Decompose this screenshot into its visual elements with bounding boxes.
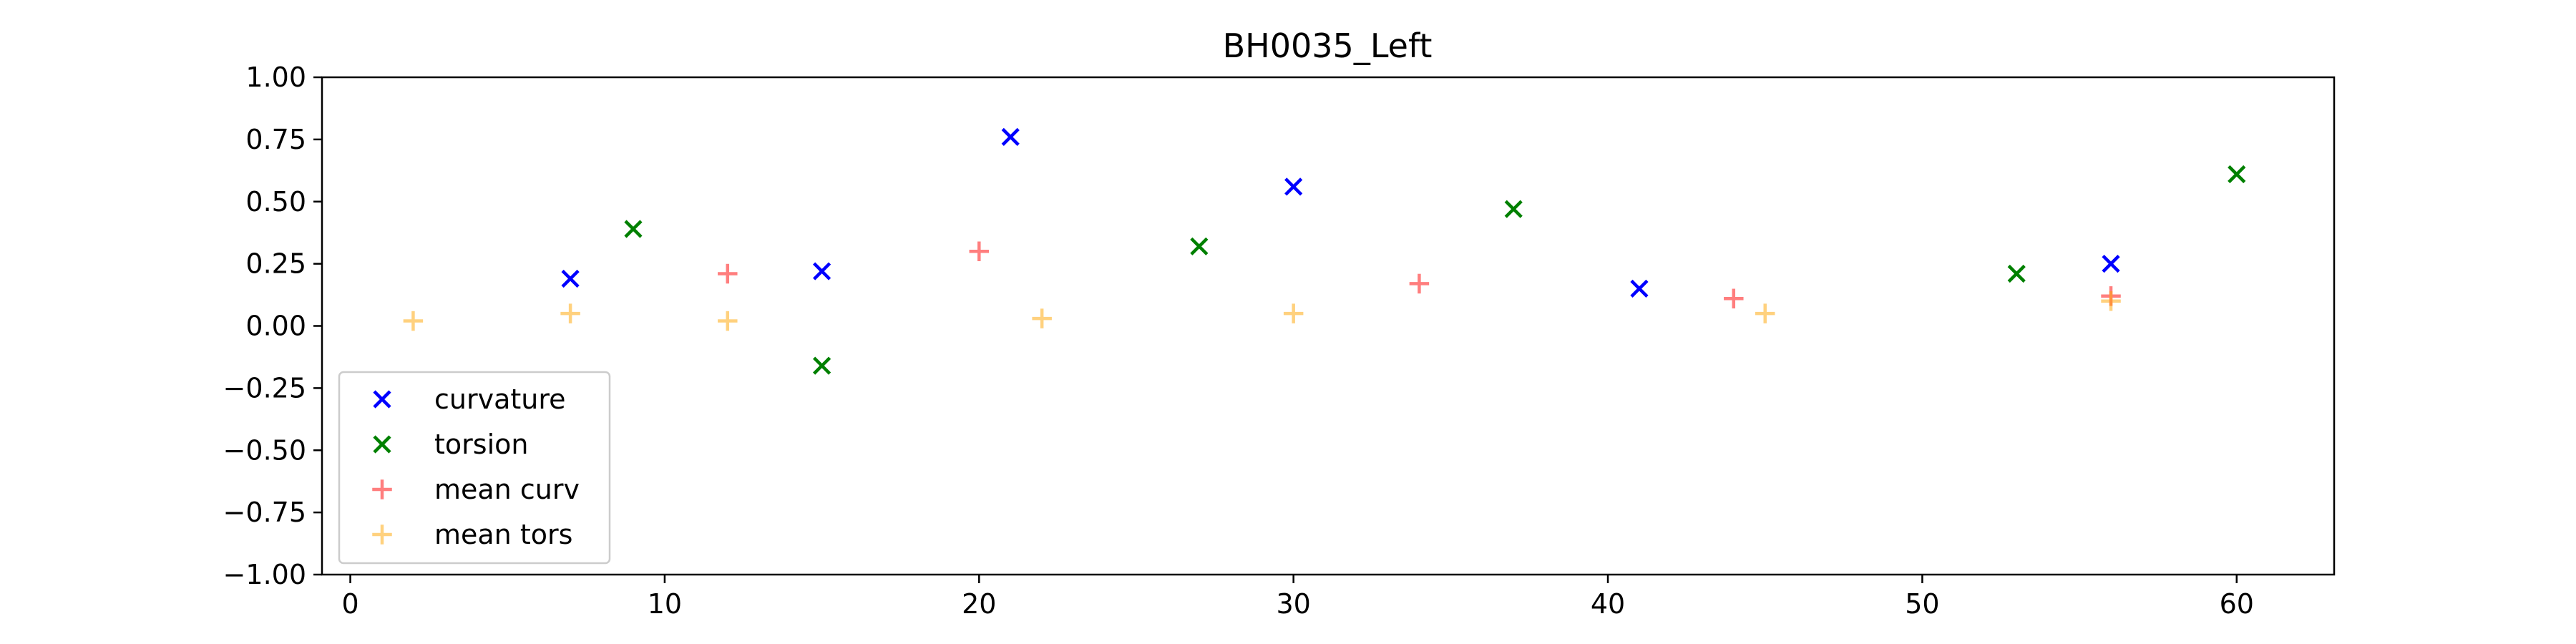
y-tick-label: 0.50 — [245, 186, 306, 218]
legend-frame — [338, 371, 611, 565]
y-tick-label: −0.25 — [223, 372, 306, 404]
torsion-point — [1190, 237, 1209, 255]
torsion-point — [2007, 264, 2026, 283]
y-tick-label: 0.00 — [245, 311, 306, 342]
y-tick-label: 0.25 — [245, 248, 306, 280]
curvature-point — [1001, 127, 1020, 146]
mean-tors-point — [1283, 303, 1304, 323]
mean-tors-point — [718, 311, 738, 331]
torsion-point — [813, 356, 831, 375]
mean-tors-point — [2101, 291, 2121, 311]
x-tick-label: 30 — [1276, 588, 1310, 620]
x-tick-label: 60 — [2220, 588, 2254, 620]
torsion-point — [624, 220, 643, 238]
mean-tors-point — [1032, 308, 1052, 328]
mean-tors-point — [1755, 303, 1775, 323]
curvature-point — [813, 262, 831, 280]
torsion-point — [2228, 165, 2246, 184]
curvature-point — [561, 269, 580, 288]
axis-ticks: 0 10 20 30 40 50 60 −1.00 −0.75 −0.50 −0.25 0.00 0.2… — [223, 62, 2254, 620]
y-tick-label: −0.75 — [223, 497, 306, 528]
curvature-point — [1284, 177, 1303, 196]
legend: curvature torsion mean curv mean tors — [338, 371, 611, 565]
x-tick-label: 20 — [962, 588, 996, 620]
x-tick-label: 50 — [1905, 588, 1939, 620]
legend-label-curvature: curvature — [434, 384, 566, 415]
mean-curv-point — [969, 241, 990, 261]
legend-label-mean-curv: mean curv — [434, 474, 580, 505]
data-points — [403, 127, 2246, 375]
x-tick-label: 0 — [341, 588, 358, 620]
legend-marker-mean-curv — [372, 479, 392, 499]
plot-area-frame — [321, 76, 2336, 576]
curvature-point — [2102, 255, 2120, 273]
curvature-point — [1630, 279, 1649, 298]
mean-curv-point — [1409, 273, 1430, 294]
mean-curv-point — [1724, 288, 1744, 309]
legend-marker-mean-tors — [372, 525, 392, 545]
legend-marker-torsion — [373, 435, 391, 454]
mean-tors-point — [403, 311, 424, 331]
mean-curv-point — [718, 263, 738, 284]
legend-label-torsion: torsion — [434, 429, 528, 460]
y-tick-label: 1.00 — [245, 62, 306, 93]
legend-label-mean-tors: mean tors — [434, 519, 572, 550]
y-tick-label: −1.00 — [223, 559, 306, 590]
mean-tors-point — [560, 303, 580, 323]
y-tick-label: 0.75 — [245, 124, 306, 155]
x-tick-label: 10 — [648, 588, 682, 620]
torsion-point — [1504, 200, 1523, 218]
x-tick-label: 40 — [1591, 588, 1625, 620]
legend-marker-curvature — [373, 390, 391, 409]
y-tick-label: −0.50 — [223, 434, 306, 466]
chart-title: BH0035_Left — [1223, 26, 1433, 65]
